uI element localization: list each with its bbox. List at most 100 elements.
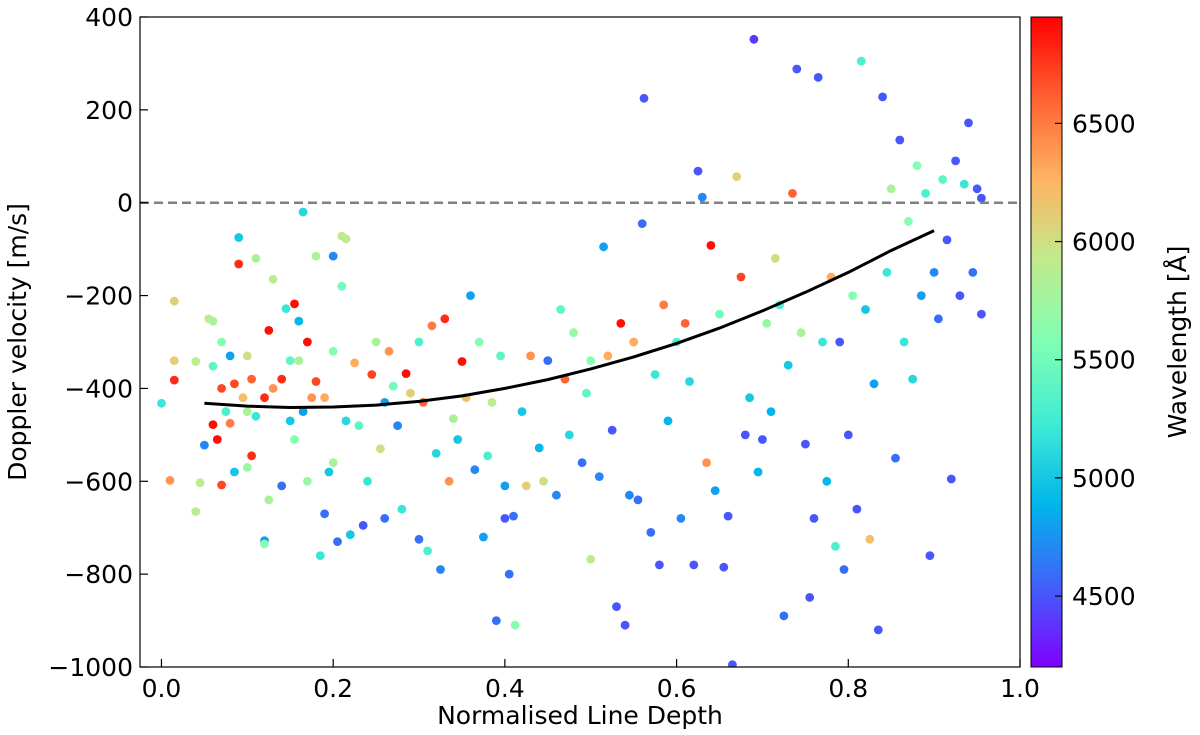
- data-point: [813, 73, 823, 82]
- data-point: [706, 241, 716, 250]
- data-point: [882, 268, 892, 277]
- scatter-points: [157, 34, 986, 667]
- data-point: [251, 411, 261, 421]
- data-point: [230, 379, 239, 389]
- data-point: [247, 374, 256, 384]
- data-point: [946, 474, 956, 484]
- data-point: [367, 370, 377, 379]
- data-point: [195, 478, 205, 488]
- data-point: [337, 281, 347, 291]
- data-point: [380, 514, 390, 523]
- data-point: [582, 388, 591, 398]
- colorbar-title: Wavelength [Å]: [1163, 246, 1192, 439]
- data-point: [964, 118, 973, 128]
- data-point: [633, 495, 643, 505]
- data-point: [895, 135, 905, 145]
- data-point: [556, 305, 566, 314]
- data-point: [526, 351, 535, 361]
- data-point: [191, 507, 201, 516]
- data-point: [586, 356, 596, 365]
- x-tick-label: 1.0: [1000, 674, 1040, 703]
- data-point: [238, 393, 248, 403]
- data-point: [474, 337, 484, 347]
- data-point: [839, 565, 849, 574]
- data-point: [290, 299, 299, 309]
- data-point: [285, 356, 295, 365]
- data-point: [629, 337, 639, 347]
- data-point: [766, 407, 776, 416]
- fit-curve: [204, 229, 935, 410]
- data-point: [500, 514, 510, 523]
- data-point: [783, 360, 793, 370]
- data-point: [620, 620, 630, 630]
- data-point: [157, 398, 166, 408]
- data-point: [277, 481, 287, 491]
- data-point: [212, 435, 222, 444]
- data-point: [749, 34, 759, 44]
- data-point: [423, 546, 432, 556]
- x-tick-label: 0.6: [657, 674, 697, 703]
- data-point: [444, 476, 454, 486]
- data-point: [899, 337, 909, 347]
- data-point: [234, 233, 244, 242]
- y-tick-label: −600: [64, 467, 133, 496]
- data-point: [225, 351, 235, 361]
- data-point: [869, 379, 879, 389]
- data-point: [594, 472, 604, 481]
- data-point: [311, 251, 321, 261]
- data-point: [539, 476, 548, 486]
- data-point: [341, 234, 351, 244]
- data-point: [843, 430, 853, 440]
- data-point: [251, 254, 261, 263]
- data-point: [242, 407, 252, 416]
- data-point: [929, 268, 939, 277]
- data-point: [865, 534, 875, 544]
- data-point: [191, 357, 201, 366]
- data-point: [230, 467, 239, 477]
- data-point: [607, 425, 617, 435]
- data-point: [328, 251, 338, 261]
- data-point: [886, 184, 896, 194]
- data-point: [328, 458, 338, 468]
- data-point: [491, 616, 501, 625]
- data-point: [440, 314, 450, 324]
- data-point: [951, 156, 960, 166]
- data-point: [406, 388, 415, 398]
- data-point: [878, 92, 887, 102]
- data-point: [466, 291, 475, 300]
- data-point: [603, 351, 613, 361]
- data-point: [449, 414, 458, 423]
- data-point: [208, 420, 218, 429]
- data-point: [427, 321, 437, 331]
- data-point: [719, 562, 729, 572]
- data-point: [959, 179, 969, 189]
- data-point: [169, 296, 179, 306]
- data-point: [732, 172, 742, 182]
- data-point: [496, 351, 505, 361]
- data-point: [483, 451, 493, 461]
- data-point: [676, 514, 686, 523]
- data-point: [324, 467, 334, 477]
- y-tick-label: 0: [117, 189, 133, 218]
- data-point: [968, 268, 978, 277]
- x-tick-label: 0.8: [828, 674, 868, 703]
- data-point: [303, 476, 312, 486]
- data-point: [247, 451, 256, 461]
- x-axis: 0.0 0.2 0.4 0.6 0.8 1.0: [142, 659, 1040, 703]
- data-point: [655, 560, 664, 570]
- data-point: [792, 64, 802, 74]
- data-point: [955, 291, 965, 300]
- data-point: [294, 316, 304, 326]
- data-point: [625, 490, 634, 500]
- data-point: [384, 346, 394, 356]
- data-point: [702, 458, 711, 468]
- y-axis: −1000 −800 −600 −400 −200 0 200 400: [48, 3, 148, 682]
- x-tick-label: 0.0: [142, 674, 182, 703]
- data-point: [277, 374, 287, 384]
- data-point: [298, 407, 308, 416]
- colorbar-tick-label: 6500: [1072, 109, 1136, 138]
- data-point: [401, 369, 411, 378]
- y-tick-label: −800: [64, 560, 133, 589]
- data-point: [341, 416, 351, 426]
- data-point: [753, 467, 763, 477]
